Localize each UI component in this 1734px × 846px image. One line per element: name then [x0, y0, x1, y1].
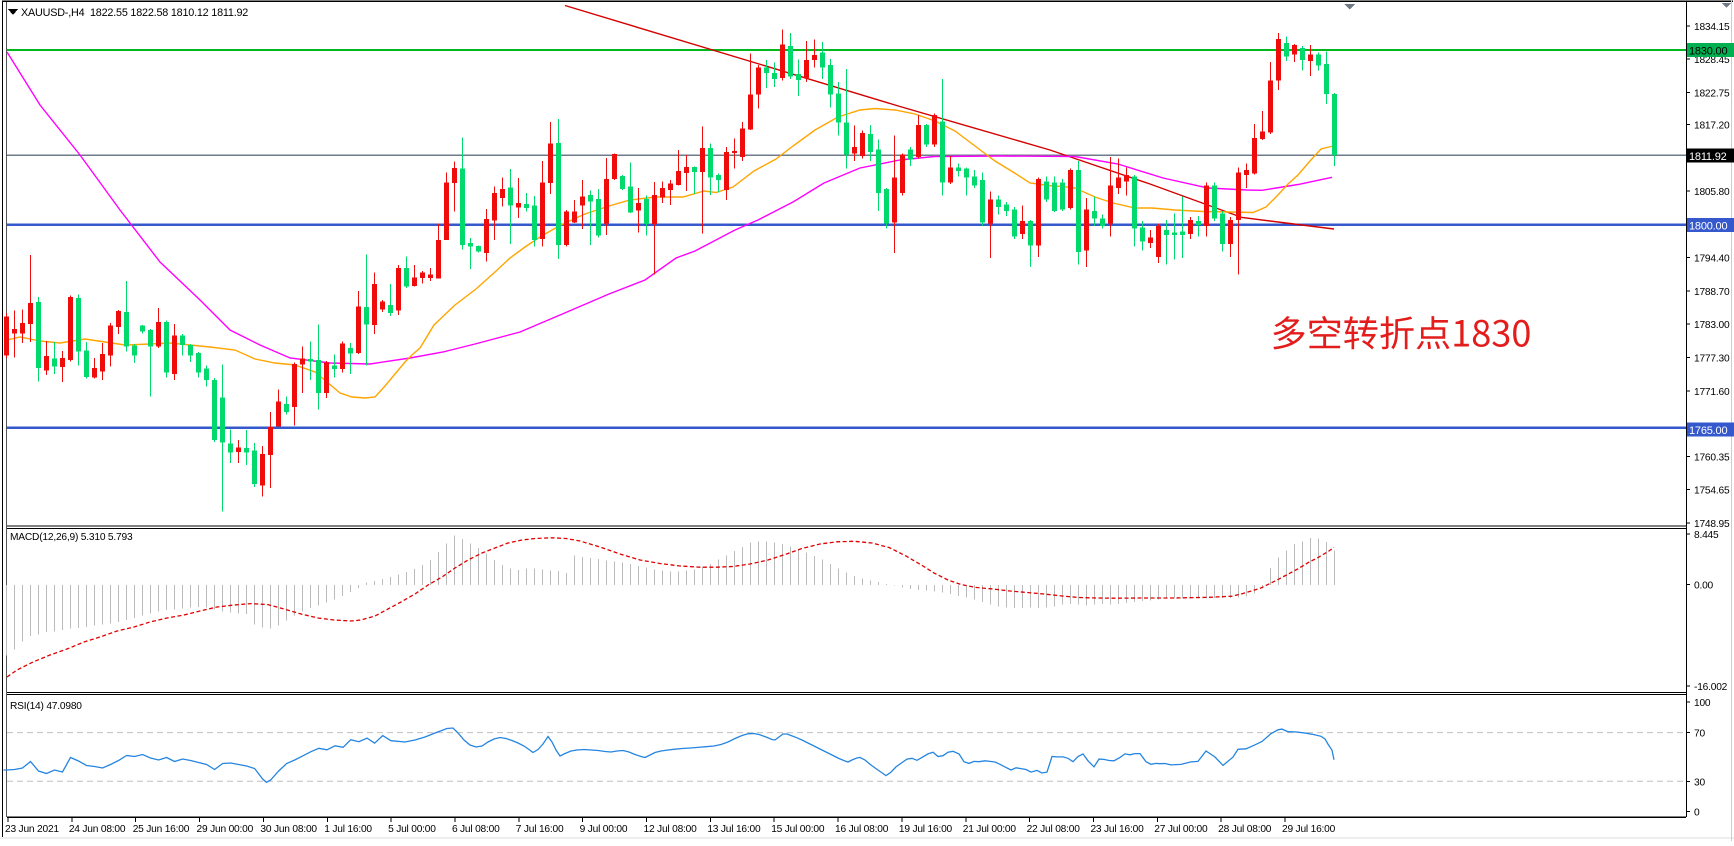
- svg-text:1805.80: 1805.80: [1694, 187, 1730, 198]
- svg-text:RSI(14) 47.0980: RSI(14) 47.0980: [10, 701, 82, 712]
- svg-text:1754.65: 1754.65: [1694, 486, 1730, 497]
- svg-text:-16.002: -16.002: [1694, 682, 1728, 693]
- svg-text:1828.45: 1828.45: [1694, 55, 1730, 66]
- svg-text:1834.15: 1834.15: [1694, 22, 1730, 33]
- svg-text:0: 0: [1694, 808, 1700, 819]
- svg-text:12 Jul 08:00: 12 Jul 08:00: [644, 824, 698, 835]
- svg-text:7 Jul 16:00: 7 Jul 16:00: [516, 824, 564, 835]
- svg-text:24 Jun 08:00: 24 Jun 08:00: [69, 824, 126, 835]
- svg-text:23 Jul 16:00: 23 Jul 16:00: [1090, 824, 1144, 835]
- svg-text:27 Jul 00:00: 27 Jul 00:00: [1154, 824, 1208, 835]
- svg-text:1788.70: 1788.70: [1694, 287, 1730, 298]
- svg-text:XAUUSD-,H4 1822.55 1822.58 18: XAUUSD-,H4 1822.55 1822.58 1810.12 1811.…: [21, 7, 248, 19]
- svg-text:29 Jun 00:00: 29 Jun 00:00: [197, 824, 254, 835]
- svg-text:100: 100: [1694, 698, 1711, 709]
- svg-text:1771.60: 1771.60: [1694, 387, 1730, 398]
- svg-text:1783.00: 1783.00: [1694, 320, 1730, 331]
- svg-text:15 Jul 00:00: 15 Jul 00:00: [771, 824, 825, 835]
- svg-text:70: 70: [1694, 729, 1705, 740]
- svg-text:29 Jul 16:00: 29 Jul 16:00: [1282, 824, 1336, 835]
- svg-text:23 Jun 2021: 23 Jun 2021: [5, 824, 59, 835]
- svg-text:1794.40: 1794.40: [1694, 254, 1730, 265]
- svg-text:28 Jul 08:00: 28 Jul 08:00: [1218, 824, 1272, 835]
- svg-text:6 Jul 08:00: 6 Jul 08:00: [452, 824, 500, 835]
- svg-text:22 Jul 08:00: 22 Jul 08:00: [1027, 824, 1081, 835]
- svg-text:25 Jun 16:00: 25 Jun 16:00: [133, 824, 190, 835]
- svg-text:1822.75: 1822.75: [1694, 88, 1730, 99]
- svg-text:13 Jul 16:00: 13 Jul 16:00: [707, 824, 761, 835]
- svg-text:1760.35: 1760.35: [1694, 452, 1730, 463]
- svg-text:30: 30: [1694, 777, 1705, 788]
- svg-text:1800.00: 1800.00: [1689, 221, 1727, 233]
- svg-text:1748.95: 1748.95: [1694, 519, 1730, 530]
- svg-text:1 Jul 16:00: 1 Jul 16:00: [324, 824, 372, 835]
- svg-text:21 Jul 00:00: 21 Jul 00:00: [963, 824, 1017, 835]
- svg-text:1777.30: 1777.30: [1694, 354, 1730, 365]
- svg-text:1817.20: 1817.20: [1694, 121, 1730, 132]
- svg-text:MACD(12,26,9) 5.310 5.793: MACD(12,26,9) 5.310 5.793: [10, 532, 133, 543]
- svg-text:1811.92: 1811.92: [1689, 151, 1727, 163]
- svg-text:9 Jul 00:00: 9 Jul 00:00: [580, 824, 628, 835]
- svg-text:30 Jun 08:00: 30 Jun 08:00: [260, 824, 317, 835]
- svg-text:5 Jul 00:00: 5 Jul 00:00: [388, 824, 436, 835]
- svg-text:16 Jul 08:00: 16 Jul 08:00: [835, 824, 889, 835]
- svg-text:1830.00: 1830.00: [1689, 46, 1727, 58]
- svg-text:19 Jul 16:00: 19 Jul 16:00: [899, 824, 953, 835]
- svg-text:8.445: 8.445: [1694, 530, 1719, 541]
- svg-text:0.00: 0.00: [1694, 581, 1714, 592]
- svg-text:1765.00: 1765.00: [1689, 425, 1727, 437]
